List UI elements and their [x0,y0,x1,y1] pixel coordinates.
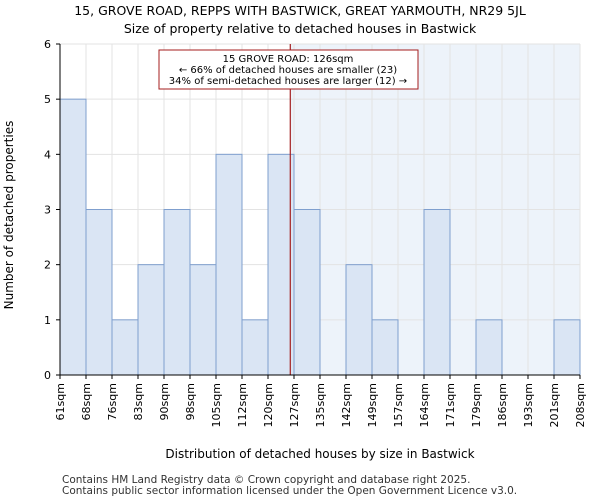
bar-76sqm [111,319,139,376]
x-tick-label: 179sqm [470,383,483,427]
x-tick-label: 201sqm [548,383,561,427]
annotation-line-3: 34% of semi-detached houses are larger (… [169,76,407,87]
x-tick-label: 83sqm [132,383,145,420]
x-tick-label: 135sqm [314,383,327,427]
bar-112sqm [241,319,269,376]
x-tick-label: 105sqm [210,383,223,427]
x-tick-label: 193sqm [522,383,535,427]
y-tick-label: 1 [44,314,51,327]
bar-142sqm [345,264,373,376]
y-tick-label: 6 [44,38,51,51]
footer-licence: Contains public sector information licen… [62,485,518,497]
x-tick-label: 76sqm [106,383,119,420]
bar-149sqm [371,319,399,376]
y-axis-label: Number of detached properties [2,121,16,310]
x-axis-label: Distribution of detached houses by size … [165,447,474,461]
annotation-line-1: 15 GROVE ROAD: 126sqm [223,54,354,65]
bar-83sqm [137,264,165,376]
bar-61sqm [59,98,87,376]
x-tick-label: 90sqm [158,383,171,420]
bar-68sqm [85,209,113,376]
chart-title: 15, GROVE ROAD, REPPS WITH BASTWICK, GRE… [74,3,526,18]
x-tick-label: 171sqm [444,383,457,427]
y-tick-label: 4 [44,148,51,161]
y-tick-label: 3 [44,204,51,217]
bar-179sqm [475,319,503,376]
x-tick-label: 68sqm [80,383,93,420]
y-tick-label: 0 [44,369,51,382]
x-tick-label: 61sqm [54,383,67,420]
bar-105sqm [215,153,243,376]
x-tick-label: 186sqm [496,383,509,427]
bar-164sqm [423,209,451,376]
y-tick-label: 5 [44,93,51,106]
annotation-line-2: ← 66% of detached houses are smaller (23… [179,65,397,76]
x-tick-label: 112sqm [236,383,249,427]
x-tick-label: 164sqm [418,383,431,427]
bar-90sqm [163,209,191,376]
y-tick-label: 2 [44,259,51,272]
footer-copyright: Contains HM Land Registry data © Crown c… [62,474,471,486]
x-tick-label: 120sqm [262,383,275,427]
x-tick-label: 157sqm [392,383,405,427]
bar-201sqm [553,319,581,376]
x-tick-label: 98sqm [184,383,197,420]
x-tick-label: 142sqm [340,383,353,427]
x-tick-label: 149sqm [366,383,379,427]
chart-subtitle: Size of property relative to detached ho… [123,21,477,36]
annotation-box [158,49,419,90]
bar-127sqm [293,209,321,376]
x-tick-label: 208sqm [574,383,587,427]
bar-98sqm [189,264,217,376]
x-tick-label: 127sqm [288,383,301,427]
